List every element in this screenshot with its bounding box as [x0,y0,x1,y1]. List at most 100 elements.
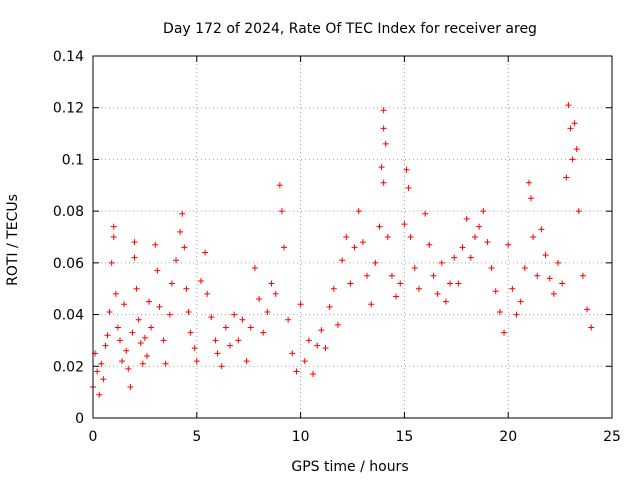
data-point [411,265,418,272]
data-point [521,265,528,272]
data-point [301,358,308,365]
data-point [343,234,350,240]
data-point [148,324,155,331]
data-point [110,234,117,240]
data-point [166,311,173,318]
data-point [160,337,167,344]
x-tick-label: 5 [192,429,201,445]
data-point [131,239,138,246]
data-point [492,288,499,295]
data-point [293,368,300,375]
data-point [378,164,385,171]
y-tick-label: 0.04 [53,308,84,324]
data-point [125,365,132,372]
data-point [430,272,437,279]
data-point [231,311,238,318]
data-point [183,285,190,292]
data-point [384,234,391,240]
data-point [243,358,250,365]
data-point [538,226,545,233]
data-point [530,234,537,240]
data-point [108,259,115,266]
data-point [330,285,337,292]
data-point [204,290,211,297]
data-point [467,254,474,261]
data-point [476,223,483,230]
data-point [471,234,478,240]
data-point [438,259,445,266]
data-point [355,208,362,215]
data-point [401,221,408,228]
data-point [359,239,366,246]
data-point [567,125,574,132]
data-point [133,285,140,292]
data-point [588,324,595,331]
data-point [368,301,375,308]
data-point [388,272,395,279]
data-point [559,280,566,287]
data-point [212,337,219,344]
data-point [380,179,387,186]
data-point [218,363,225,370]
tick-labels: 0 0.02 0.04 0.06 0.08 0.1 0.12 0.14 0 5 10 15 20 25 [53,49,621,445]
data-point [403,166,410,173]
y-tick-label: 0.02 [53,359,84,375]
data-point [280,244,287,251]
data-point [571,120,578,127]
data-point [405,184,412,191]
y-tick-label: 0 [75,411,84,427]
data-point [152,241,159,248]
y-tick-label: 0.1 [62,152,84,168]
data-point [509,285,516,292]
data-point [187,329,194,336]
data-point [318,327,325,334]
y-tick-label: 0.08 [53,204,84,220]
data-point [260,329,267,336]
data-point [442,298,449,305]
data-point [310,371,317,378]
data-point [372,259,379,266]
data-point [191,345,198,352]
data-point [272,290,279,297]
data-point [208,314,215,321]
data-point [285,316,292,323]
data-point [222,324,229,331]
data-point [202,249,209,256]
data-point [268,280,275,287]
data-point [407,234,414,240]
data-point [305,337,312,344]
data-point [131,254,138,261]
data-point [546,275,553,282]
data-point [542,252,549,259]
data-point [119,358,126,365]
data-point [434,290,441,297]
grid-lines [93,56,612,418]
data-point [235,337,242,344]
data-point [415,285,422,292]
data-point [517,298,524,305]
data-point [297,301,304,308]
data-point [173,257,180,264]
data-point [534,272,541,279]
data-point [227,342,234,349]
data-point [326,303,333,310]
data-point [351,244,358,251]
data-point [447,280,454,287]
data-point [584,306,591,313]
data-point [139,360,146,367]
data-point [135,316,142,323]
roti-points [90,102,595,398]
y-axis-label: ROTI / TECUs [5,194,21,286]
data-point [501,329,508,336]
data-point [322,345,329,352]
data-point [239,316,246,323]
data-point [154,267,161,274]
x-tick-label: 25 [603,429,621,445]
data-point [314,342,321,349]
y-tick-label: 0.06 [53,256,84,272]
data-point [563,174,570,181]
data-point [459,244,466,251]
data-point [569,156,576,163]
data-point [181,244,188,251]
